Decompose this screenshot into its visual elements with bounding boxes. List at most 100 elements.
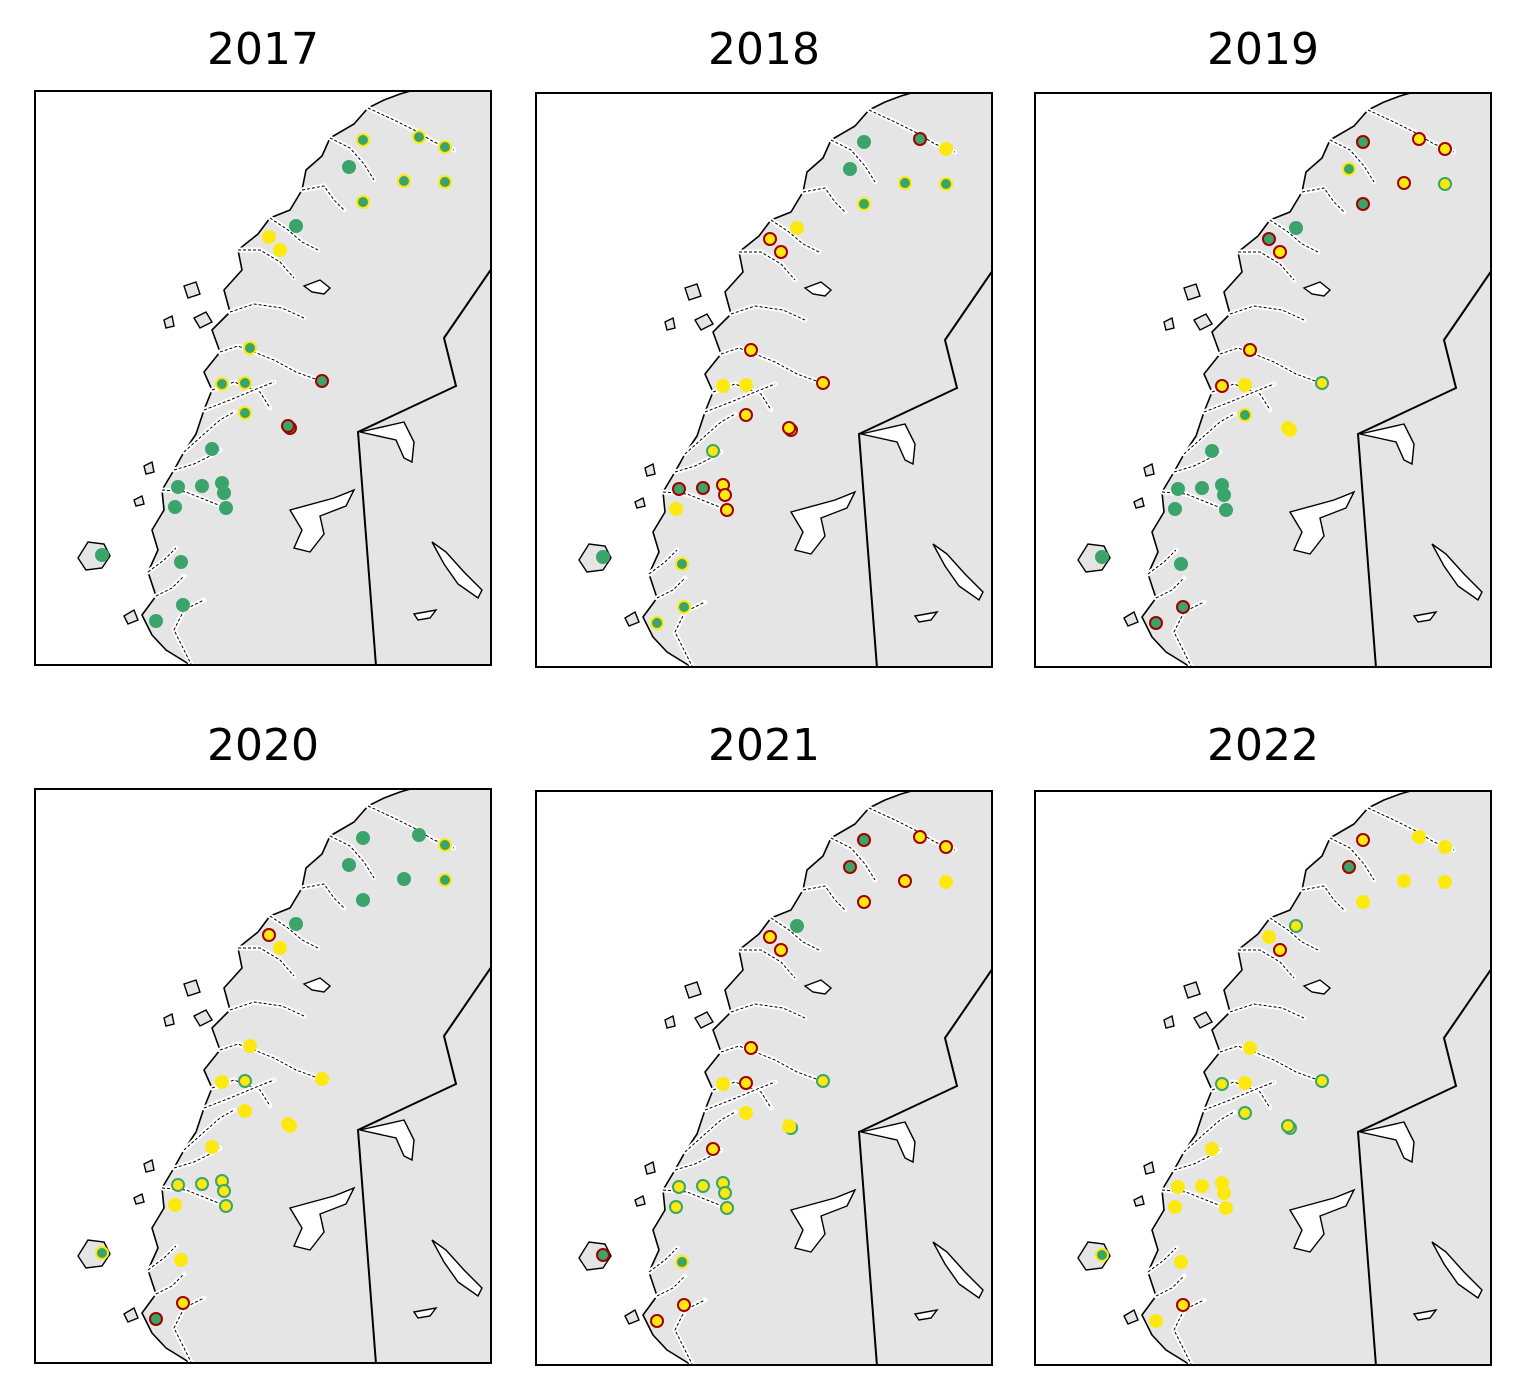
station-marker: [1262, 232, 1276, 246]
station-marker: [356, 831, 370, 845]
lake: [860, 1121, 916, 1164]
station-marker: [273, 941, 287, 955]
lake: [1302, 281, 1332, 297]
fjord-edge: [1238, 251, 1295, 281]
station-marker: [176, 1296, 190, 1310]
island: [644, 1160, 656, 1175]
fjord-edge: [269, 217, 319, 251]
station-marker: [696, 481, 710, 495]
station-marker: [677, 600, 691, 614]
station-marker: [1174, 557, 1188, 571]
fjord-edge: [674, 601, 706, 668]
station-marker: [669, 1200, 683, 1214]
fjord-edge: [1269, 219, 1319, 253]
map-panel-2017: [34, 90, 492, 666]
station-marker: [816, 1074, 830, 1088]
lake: [1412, 610, 1438, 623]
station-marker: [397, 872, 411, 886]
station-marker: [281, 1117, 295, 1131]
station-marker: [739, 408, 753, 422]
station-marker: [342, 160, 356, 174]
fjord-edge: [720, 1045, 820, 1081]
fjord-edge: [1147, 1247, 1177, 1273]
island: [183, 281, 201, 299]
fjord-edge: [1219, 347, 1319, 383]
fjord-edge: [704, 383, 776, 413]
national-border: [1356, 269, 1492, 668]
station-marker: [857, 833, 871, 847]
lake: [1431, 1241, 1483, 1300]
station-marker: [939, 840, 953, 854]
panel-title: 2018: [708, 24, 820, 75]
fjord-edge: [173, 449, 221, 471]
station-marker: [782, 421, 796, 435]
station-marker: [95, 1246, 109, 1260]
island: [684, 981, 702, 999]
panel-title: 2020: [207, 720, 319, 771]
station-marker: [176, 598, 190, 612]
island: [183, 979, 201, 997]
station-marker: [913, 830, 927, 844]
station-marker: [1171, 1180, 1185, 1194]
lake: [913, 1308, 939, 1321]
island: [624, 1308, 640, 1325]
station-marker: [238, 406, 252, 420]
station-marker: [843, 860, 857, 874]
station-marker: [672, 1180, 686, 1194]
station-marker: [1238, 408, 1252, 422]
station-marker: [205, 1140, 219, 1154]
fjord-edge: [770, 917, 820, 951]
island: [143, 460, 155, 475]
island: [193, 311, 213, 329]
lake: [913, 610, 939, 623]
station-marker: [763, 930, 777, 944]
station-marker: [215, 377, 229, 391]
station-marker: [1168, 502, 1182, 516]
panel-frame: [535, 92, 993, 668]
fjord-edge: [173, 1147, 221, 1169]
panel-title: 2017: [207, 24, 319, 75]
station-marker: [438, 873, 452, 887]
fjord-edge: [739, 949, 796, 979]
national-border: [356, 267, 492, 666]
fjord-edge: [229, 1001, 305, 1017]
station-marker: [739, 1076, 753, 1090]
station-marker: [1149, 1314, 1163, 1328]
island: [644, 462, 656, 477]
island: [1163, 316, 1175, 331]
station-marker: [716, 1077, 730, 1091]
fjord-edge: [684, 413, 736, 455]
lake: [932, 543, 984, 602]
station-marker: [1205, 1142, 1219, 1156]
fjord-edge: [219, 345, 319, 381]
fjord-edge: [674, 451, 722, 473]
station-marker: [672, 482, 686, 496]
station-marker: [1342, 162, 1356, 176]
fjord-edge: [720, 347, 820, 383]
panel-frame: [1034, 790, 1492, 1366]
station-marker: [1095, 1248, 1109, 1262]
island: [664, 1014, 676, 1029]
station-marker: [1217, 1186, 1231, 1200]
station-marker: [168, 1198, 182, 1212]
lake: [1412, 1308, 1438, 1321]
station-marker: [669, 502, 683, 516]
station-marker: [1168, 1200, 1182, 1214]
island: [1143, 1160, 1155, 1175]
station-marker: [790, 919, 804, 933]
panel-frame: [34, 90, 492, 666]
station-marker: [219, 1199, 233, 1213]
station-marker: [1342, 860, 1356, 874]
station-marker: [262, 230, 276, 244]
station-marker: [718, 488, 732, 502]
fjord-edge: [1203, 1081, 1275, 1111]
station-marker: [1262, 930, 1276, 944]
station-marker: [342, 858, 356, 872]
station-marker: [720, 1201, 734, 1215]
island: [143, 1158, 155, 1173]
station-marker: [1438, 177, 1452, 191]
panel-title: 2021: [708, 720, 820, 771]
station-marker: [1412, 830, 1426, 844]
fjord-edge: [1173, 1299, 1205, 1366]
station-marker: [1243, 343, 1257, 357]
